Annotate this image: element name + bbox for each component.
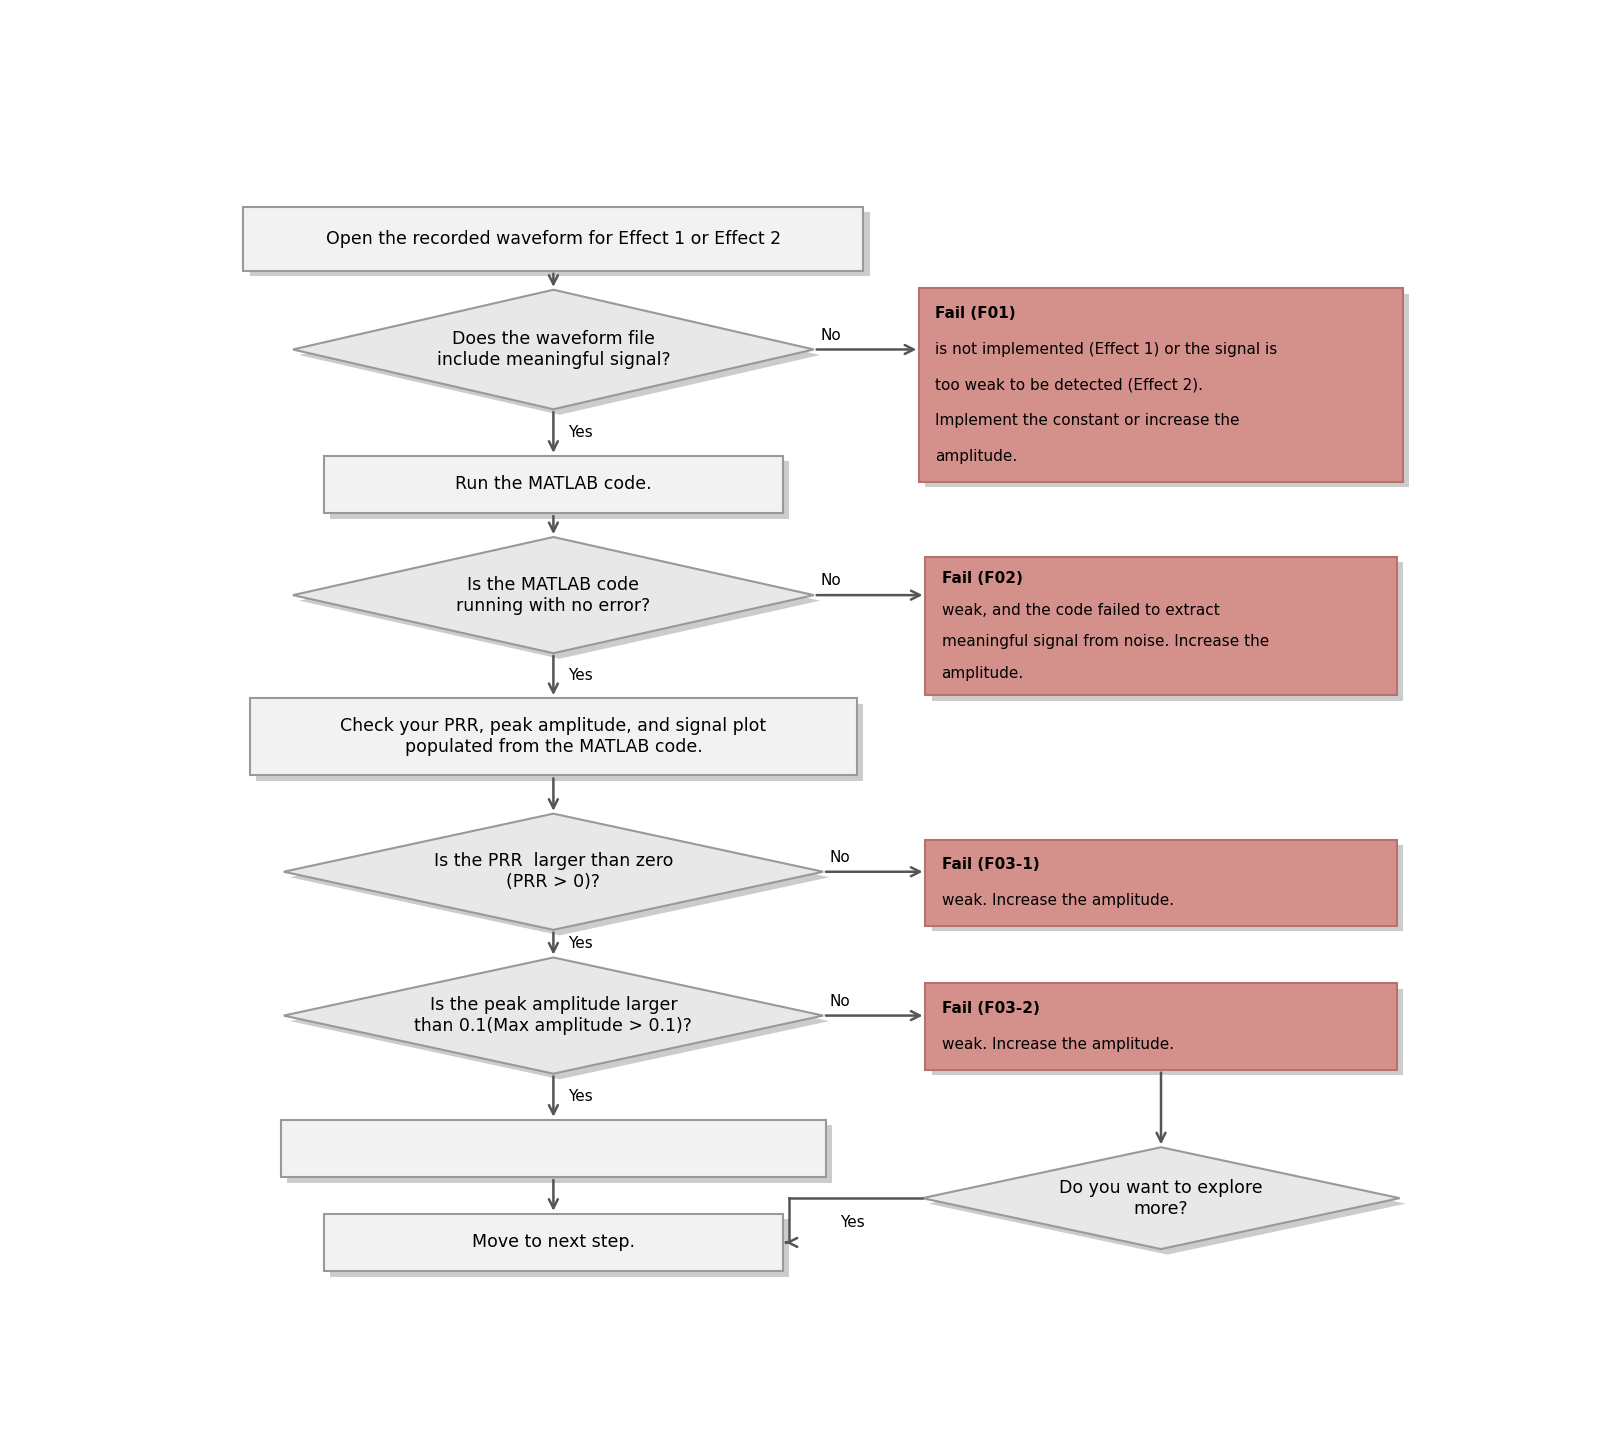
Text: No: No	[819, 328, 840, 342]
Polygon shape	[293, 290, 814, 410]
FancyBboxPatch shape	[925, 558, 1397, 696]
FancyBboxPatch shape	[918, 287, 1403, 481]
FancyBboxPatch shape	[323, 456, 782, 513]
Polygon shape	[922, 1147, 1400, 1249]
Text: Run the MATLAB code.: Run the MATLAB code.	[454, 476, 651, 493]
Polygon shape	[293, 537, 814, 654]
FancyBboxPatch shape	[931, 845, 1403, 931]
Text: Yes: Yes	[840, 1216, 866, 1230]
Text: Open the recorded waveform for Effect 1 or Effect 2: Open the recorded waveform for Effect 1 …	[326, 230, 781, 247]
Text: No: No	[829, 994, 850, 1009]
FancyBboxPatch shape	[330, 1219, 789, 1276]
FancyBboxPatch shape	[323, 1214, 782, 1272]
Text: Is the peak amplitude larger
than 0.1(Max amplitude > 0.1)?: Is the peak amplitude larger than 0.1(Ma…	[414, 996, 693, 1035]
FancyBboxPatch shape	[286, 1125, 832, 1183]
Text: meaningful signal from noise. Increase the: meaningful signal from noise. Increase t…	[941, 634, 1269, 650]
Text: Fail (F03-1): Fail (F03-1)	[941, 858, 1038, 872]
Text: Yes: Yes	[568, 425, 594, 440]
Polygon shape	[290, 963, 829, 1079]
Text: amplitude.: amplitude.	[936, 450, 1018, 464]
Text: weak. Increase the amplitude.: weak. Increase the amplitude.	[941, 894, 1174, 908]
Text: No: No	[819, 573, 840, 588]
Text: weak. Increase the amplitude.: weak. Increase the amplitude.	[941, 1038, 1174, 1052]
Polygon shape	[299, 295, 819, 415]
FancyBboxPatch shape	[330, 461, 789, 519]
FancyBboxPatch shape	[931, 989, 1403, 1075]
Text: Does the waveform file
include meaningful signal?: Does the waveform file include meaningfu…	[437, 331, 670, 369]
Text: too weak to be detected (Effect 2).: too weak to be detected (Effect 2).	[936, 378, 1203, 392]
FancyBboxPatch shape	[250, 213, 870, 276]
Text: Implement the constant or increase the: Implement the constant or increase the	[936, 414, 1240, 428]
Text: Move to next step.: Move to next step.	[472, 1233, 635, 1252]
FancyBboxPatch shape	[243, 207, 864, 272]
FancyBboxPatch shape	[925, 983, 1397, 1069]
FancyBboxPatch shape	[250, 698, 858, 776]
Text: Fail (F01): Fail (F01)	[936, 306, 1016, 320]
FancyBboxPatch shape	[280, 1119, 826, 1177]
Text: Yes: Yes	[568, 935, 594, 951]
Text: No: No	[829, 849, 850, 865]
Text: amplitude.: amplitude.	[941, 665, 1024, 681]
Polygon shape	[290, 819, 829, 935]
Polygon shape	[299, 543, 819, 658]
Polygon shape	[283, 957, 822, 1073]
Text: Check your PRR, peak amplitude, and signal plot
populated from the MATLAB code.: Check your PRR, peak amplitude, and sign…	[341, 717, 766, 756]
Text: is not implemented (Effect 1) or the signal is: is not implemented (Effect 1) or the sig…	[936, 342, 1277, 356]
Text: Is the MATLAB code
running with no error?: Is the MATLAB code running with no error…	[456, 576, 651, 615]
Text: Yes: Yes	[568, 668, 594, 683]
Polygon shape	[283, 813, 822, 930]
Text: Fail (F02): Fail (F02)	[941, 572, 1022, 586]
Text: Do you want to explore
more?: Do you want to explore more?	[1059, 1178, 1262, 1217]
Text: Is the PRR  larger than zero
(PRR > 0)?: Is the PRR larger than zero (PRR > 0)?	[434, 852, 674, 891]
Text: weak, and the code failed to extract: weak, and the code failed to extract	[941, 604, 1219, 618]
FancyBboxPatch shape	[256, 704, 864, 782]
FancyBboxPatch shape	[925, 293, 1410, 487]
Text: Yes: Yes	[568, 1089, 594, 1104]
FancyBboxPatch shape	[925, 839, 1397, 925]
FancyBboxPatch shape	[931, 562, 1403, 701]
Polygon shape	[928, 1152, 1406, 1255]
Text: Fail (F03-2): Fail (F03-2)	[941, 1002, 1040, 1016]
